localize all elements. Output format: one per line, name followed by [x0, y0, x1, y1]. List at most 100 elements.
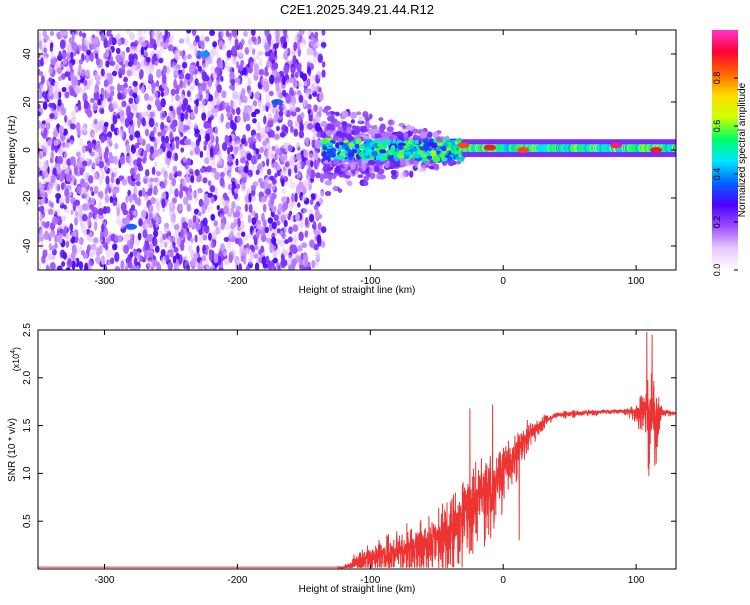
noise-cell	[170, 88, 176, 96]
noise-cell	[269, 129, 275, 138]
noise-cell	[286, 196, 290, 204]
noise-cell	[147, 95, 153, 102]
noise-cell	[87, 232, 94, 242]
noise-cell	[69, 223, 74, 232]
noise-cell	[273, 43, 279, 50]
noise-cell	[276, 247, 280, 256]
x-tick-label: -200	[227, 575, 247, 586]
noise-cell	[190, 64, 196, 72]
colorbar-tick-label: 0.6	[712, 120, 722, 133]
noise-cell	[284, 212, 289, 219]
noise-cell	[40, 84, 44, 91]
noise-cell	[301, 73, 308, 82]
noise-cell	[244, 247, 249, 255]
noise-cell	[183, 232, 188, 239]
noise-cell	[164, 142, 171, 149]
noise-cell	[275, 148, 281, 155]
noise-cell	[83, 100, 89, 109]
noise-cell	[271, 236, 277, 245]
noise-cell	[227, 208, 232, 219]
noise-cell	[225, 105, 231, 113]
transition-cell	[363, 181, 368, 186]
transition-cell	[341, 159, 347, 165]
snr-x-ticks: -300 -200 -100 0 100	[94, 330, 645, 586]
noise-cell	[56, 67, 63, 75]
noise-cell	[115, 54, 122, 64]
noise-cell	[247, 214, 252, 224]
noise-cell	[169, 105, 174, 112]
noise-cell	[95, 247, 101, 257]
noise-cell	[81, 213, 88, 222]
noise-cell	[141, 41, 147, 48]
snr-scale-suffix: )	[11, 347, 21, 350]
noise-cell	[249, 244, 254, 251]
noise-cell	[97, 75, 103, 81]
noise-cell	[138, 217, 143, 227]
noise-cell	[103, 79, 109, 88]
transition-cell	[361, 164, 367, 172]
noise-cell	[235, 259, 241, 265]
noise-cell	[91, 191, 95, 197]
noise-cell	[144, 50, 148, 57]
noise-cell	[119, 115, 125, 122]
noise-cell	[171, 197, 178, 204]
noise-cell	[204, 259, 209, 269]
noise-cell	[212, 41, 218, 48]
noise-cell	[312, 50, 318, 57]
noise-cell	[290, 200, 297, 207]
noise-cell	[131, 144, 135, 151]
noise-cell	[196, 245, 200, 254]
noise-cell	[149, 243, 154, 250]
noise-cell	[289, 181, 296, 189]
noise-cell	[38, 151, 44, 161]
noise-cell	[138, 189, 143, 197]
noise-cell	[178, 189, 184, 199]
noise-cell	[231, 122, 237, 132]
chart-title: C2E1.2025.349.21.44.R12	[280, 2, 434, 17]
noise-cell	[317, 71, 322, 80]
noise-cell	[64, 168, 70, 175]
noise-cell	[153, 177, 159, 183]
noise-cell	[281, 103, 286, 110]
noise-cell	[232, 55, 237, 62]
noise-cell	[41, 44, 48, 55]
colorbar-label: Normalized spectral amplitude	[737, 82, 748, 217]
noise-cell	[180, 112, 185, 122]
transition-cell	[409, 170, 414, 178]
noise-cell	[278, 30, 282, 37]
noise-cell	[262, 140, 268, 147]
noise-cell	[262, 104, 266, 112]
noise-cell	[111, 188, 118, 194]
noise-cell	[104, 164, 108, 171]
noise-cell	[143, 111, 149, 117]
noise-cell	[38, 180, 42, 189]
transition-cell	[412, 128, 419, 134]
noise-cell	[173, 69, 179, 76]
transition-cell	[373, 165, 380, 173]
noise-cell	[239, 42, 243, 50]
noise-cell	[272, 265, 277, 270]
noise-cell	[313, 54, 317, 64]
noise-cell	[207, 122, 212, 129]
noise-cell	[315, 159, 320, 167]
noise-cell	[190, 237, 194, 244]
noise-cell	[238, 263, 243, 270]
noise-cell	[59, 30, 65, 38]
noise-cell	[211, 231, 218, 241]
transition-cell	[341, 110, 349, 118]
noise-cell	[123, 76, 129, 83]
noise-cell	[208, 252, 213, 262]
noise-cell	[255, 54, 260, 60]
noise-cell	[166, 150, 172, 159]
noise-cell	[133, 186, 138, 194]
noise-cell	[73, 165, 78, 176]
noise-cell	[294, 107, 301, 113]
noise-cell	[251, 111, 256, 118]
noise-cell	[114, 234, 119, 243]
noise-cell	[216, 204, 220, 211]
noise-cell	[109, 195, 113, 203]
noise-cell	[112, 103, 118, 110]
noise-cell	[54, 181, 59, 190]
noise-cell	[45, 122, 51, 130]
